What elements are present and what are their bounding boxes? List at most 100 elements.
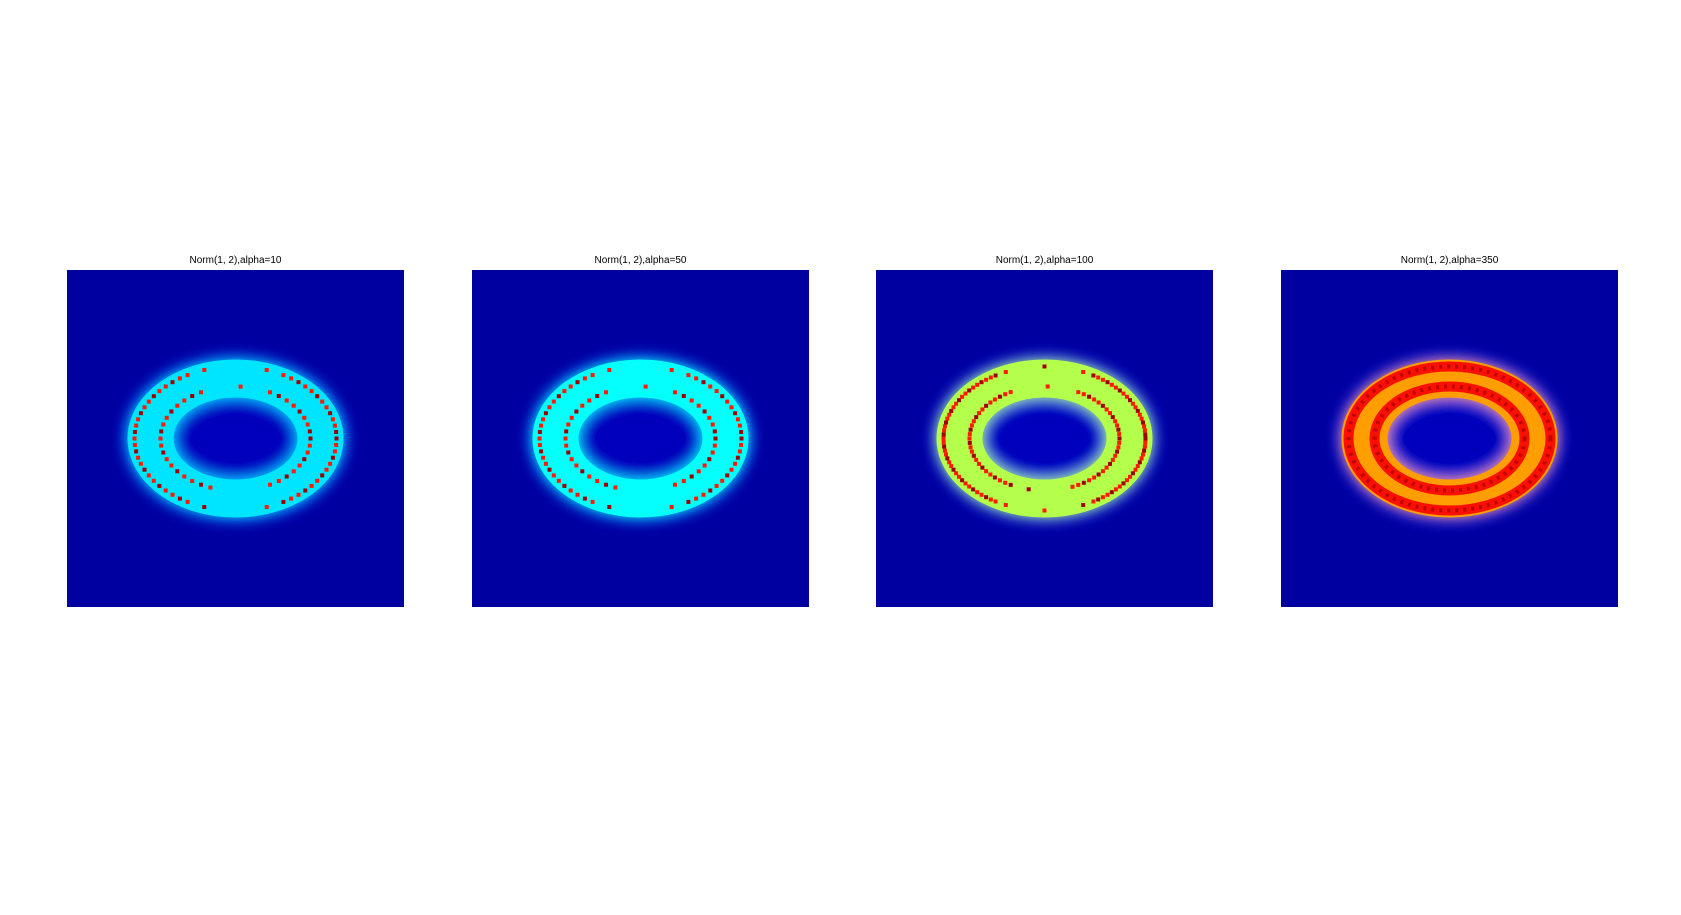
intensity-dot [977,411,981,416]
intensity-dot [324,405,329,410]
intensity-dot [1092,397,1097,402]
intensity-dot [988,472,993,477]
intensity-dot [190,479,195,483]
intensity-dot [309,483,314,488]
intensity-dot [199,390,203,395]
intensity-dot [1115,449,1120,454]
intensity-dot [537,436,542,441]
intensity-dot [574,409,579,414]
intensity-dot [739,443,744,447]
heatmap-panel-1: Norm(1, 2),alpha=10 [67,255,404,607]
intensity-dot [303,488,308,493]
intensity-dot [1003,392,1008,397]
intensity-dot [281,499,286,504]
ring-body [67,270,404,607]
intensity-dot [170,380,175,385]
intensity-dot [977,461,981,466]
intensity-dot [1087,478,1092,483]
intensity-dot [1135,408,1140,413]
intensity-dot [942,448,947,453]
intensity-dot [1076,482,1081,487]
heatmap-image [1281,270,1618,607]
intensity-dot [702,463,707,468]
intensity-dot [566,422,571,427]
intensity-dot [949,464,954,469]
intensity-dot [954,401,959,406]
intensity-dot [595,394,600,398]
intensity-dot [296,380,301,385]
intensity-dot [689,398,694,403]
intensity-dot [1117,484,1122,489]
intensity-dot [1109,490,1114,495]
ring-body [876,270,1213,607]
intensity-band-detail [1346,364,1553,513]
intensity-dot [281,373,286,378]
intensity-dot [159,443,164,448]
intensity-dot [1105,492,1110,497]
intensity-dot [1124,394,1129,399]
intensity-dot [941,436,946,441]
intensity-dot [562,389,567,394]
panel-title: Norm(1, 2),alpha=50 [594,255,687,266]
intensity-dot [568,488,573,493]
intensity-dot [320,399,325,404]
intensity-dot [1137,460,1142,465]
intensity-dot [984,495,989,500]
intensity-dot [1100,403,1105,408]
intensity-dot [315,394,320,399]
intensity-dot [320,473,325,478]
intensity-dot [992,397,997,402]
intensity-dot [702,409,707,414]
intensity-dot [1081,480,1086,485]
intensity-dot [1117,388,1122,393]
intensity-dot [735,417,740,422]
intensity-dot [1116,445,1121,450]
intensity-dot [1142,428,1147,433]
intensity-dot [297,409,302,414]
intensity-dot [268,482,272,487]
intensity-dot [151,394,156,399]
intensity-dot [1003,370,1008,374]
intensity-dot [681,394,686,398]
intensity-dot [974,457,979,462]
intensity-dot [136,455,141,460]
ring-tracks [537,368,744,509]
intensity-dot [132,430,137,434]
intensity-dot [276,479,281,483]
intensity-dot [607,368,612,372]
intensity-dot [1121,481,1126,486]
intensity-dot [157,483,162,488]
intensity-dot [725,399,730,404]
intensity-dot [729,467,734,472]
intensity-dot [330,417,335,422]
intensity-dot [951,405,956,410]
intensity-dot [562,483,567,488]
intensity-dot [164,415,169,420]
intensity-dot [563,436,568,441]
intensity-dot [968,427,973,432]
intensity-dot [643,384,648,389]
intensity-dot [566,450,571,455]
intensity-dot [1081,392,1086,397]
intensity-dot [289,496,294,501]
intensity-dot [1003,480,1008,485]
intensity-dot [556,394,561,399]
intensity-dot [729,405,734,410]
intensity-dot [1143,432,1148,437]
intensity-dot [134,449,139,454]
intensity-dot [984,403,989,408]
intensity-dot [332,423,337,428]
intensity-dot [988,375,993,380]
intensity-dot [942,428,947,433]
intensity-dot [971,419,976,424]
intensity-dot [733,461,738,466]
intensity-dot [132,436,137,441]
intensity-dot [291,403,296,408]
intensity-dot [547,467,552,472]
intensity-dot [707,457,712,462]
intensity-dot [993,499,998,504]
intensity-dot [969,423,974,428]
intensity-dot [968,445,973,450]
intensity-dot [163,384,168,389]
intensity-dot [284,398,289,403]
